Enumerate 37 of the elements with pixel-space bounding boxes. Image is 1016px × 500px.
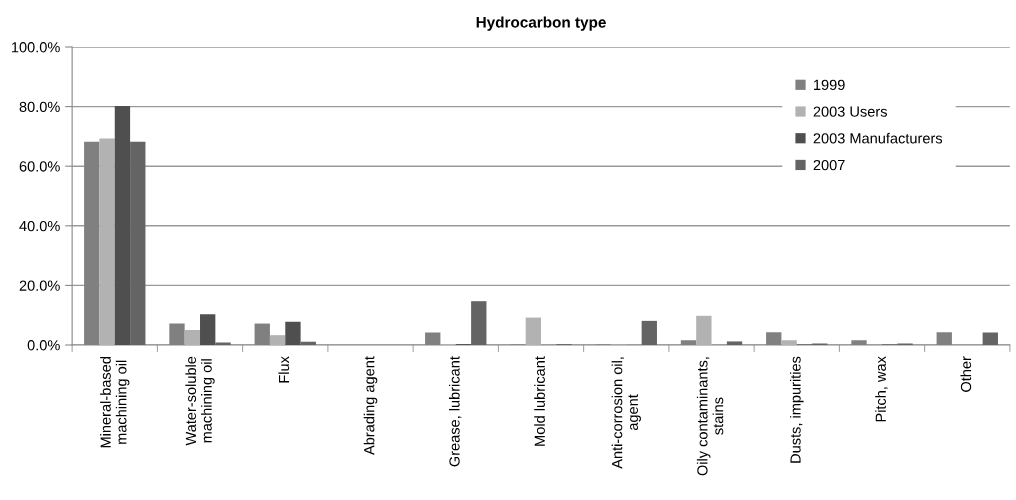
x-tick-label: Pitch, wax bbox=[875, 356, 888, 422]
bar bbox=[99, 138, 115, 345]
legend-label: 2003 Manufacturers bbox=[813, 132, 943, 144]
x-tick-label: Other bbox=[960, 356, 972, 392]
bar bbox=[184, 330, 201, 345]
x-tick-label: Mold lubricant bbox=[534, 356, 545, 446]
y-tick-label: 80.0% bbox=[19, 101, 60, 113]
y-tick-label: 20.0% bbox=[19, 280, 60, 291]
bar bbox=[269, 335, 286, 345]
x-tick-label: Anti-corrosion oil, agent bbox=[611, 357, 641, 469]
x-tick-label: Flux bbox=[278, 356, 290, 383]
legend-label: 1999 bbox=[814, 79, 845, 91]
y-tick-label: 100.0% bbox=[11, 42, 60, 53]
bar bbox=[525, 317, 542, 345]
x-tick-label: Dusts, impurities bbox=[789, 356, 804, 463]
y-tick-label: 40.0% bbox=[19, 220, 60, 232]
legend-label: 2003 Users bbox=[813, 106, 887, 117]
bar bbox=[300, 341, 316, 345]
bar bbox=[982, 332, 998, 345]
bar bbox=[130, 141, 146, 345]
legend-label: 2007 bbox=[813, 159, 845, 171]
chart-title: Hydrocarbon type bbox=[476, 16, 606, 31]
x-tick-label: Abrading agent bbox=[363, 356, 378, 455]
bar bbox=[200, 314, 216, 345]
bar bbox=[471, 301, 487, 345]
bar bbox=[114, 106, 131, 345]
x-tick-label: Water-soluble machining oil bbox=[185, 356, 215, 446]
x-tick-label: Oily contaminants, stains bbox=[696, 357, 724, 476]
bar bbox=[641, 320, 657, 345]
y-tick-label: 0.0% bbox=[27, 340, 60, 351]
x-tick-label: Mineral-based machining oil bbox=[100, 357, 130, 448]
x-tick-label: Grease, lubricant bbox=[448, 356, 462, 467]
bar bbox=[696, 315, 712, 345]
y-tick-label: 60.0% bbox=[19, 161, 60, 172]
bar bbox=[285, 321, 301, 345]
bar bbox=[781, 340, 797, 345]
bar bbox=[726, 341, 743, 345]
